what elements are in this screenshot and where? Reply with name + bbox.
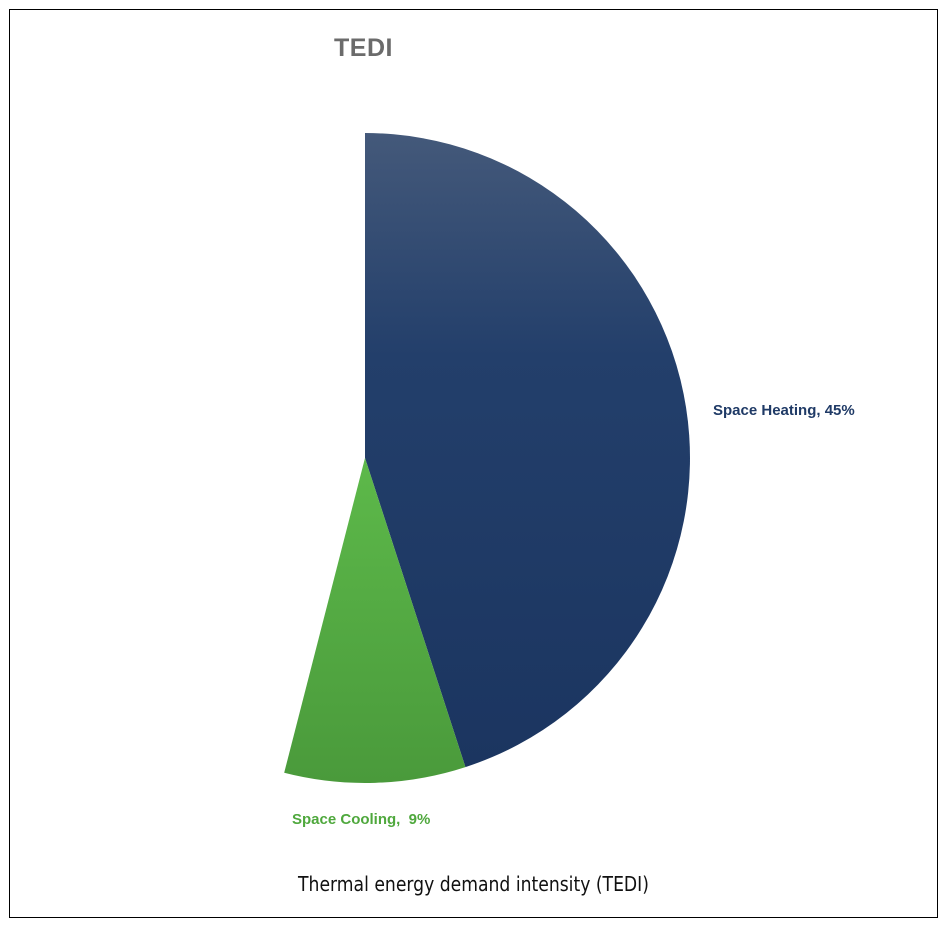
data-label-space-cooling: Space Cooling, 9% — [292, 811, 430, 828]
chart-title: TEDI — [334, 34, 393, 62]
figure-frame — [9, 9, 938, 918]
pie-slice-space-cooling — [284, 458, 466, 783]
pie-slice-space-heating — [365, 133, 690, 768]
data-label-space-heating: Space Heating, 45% — [713, 402, 855, 419]
pie-chart: Space Heating, 45% Space Cooling, 9% — [284, 133, 855, 828]
figure-caption: Thermal energy demand intensity (TEDI) — [298, 872, 649, 896]
